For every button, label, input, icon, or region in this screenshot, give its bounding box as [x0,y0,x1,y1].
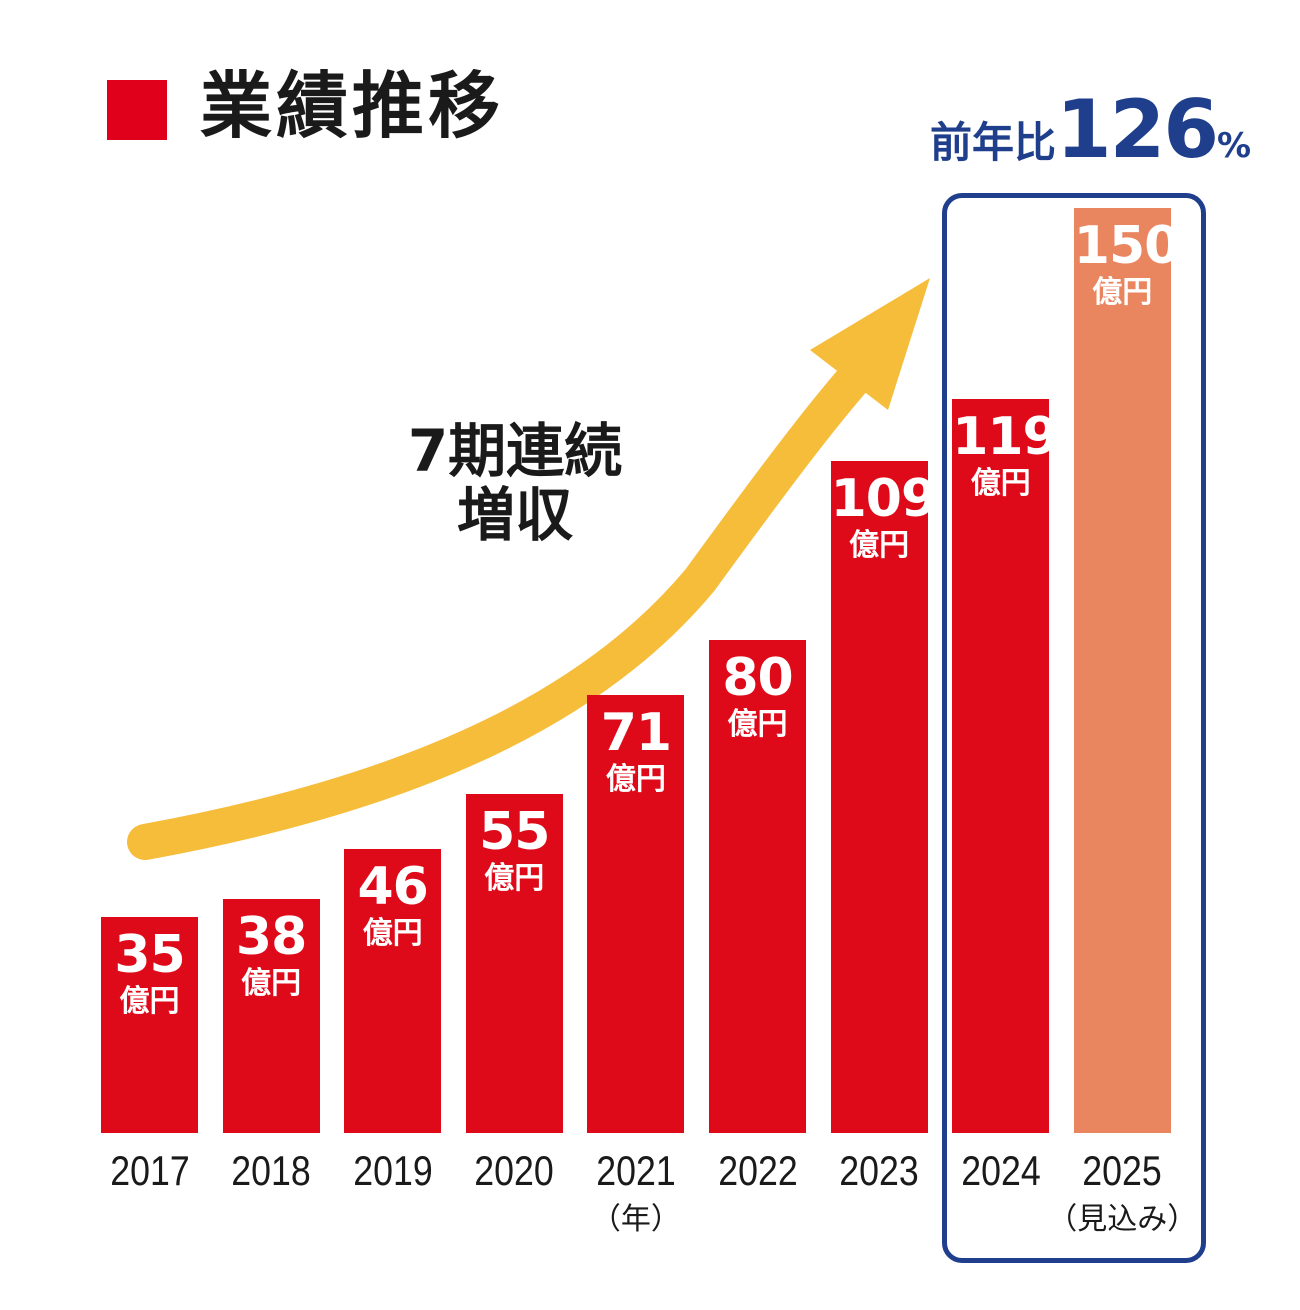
bar-value-label: 119 [952,407,1059,468]
bar-2025: 150 億円 [1073,208,1181,1133]
bar-2017: 35 億円 [101,917,198,1133]
x-tick-label-2017: 2017 [109,1147,190,1194]
title-square-icon [107,80,167,140]
x-tick-label-2018: 2018 [231,1147,311,1194]
bar-unit-label: 億円 [727,706,788,742]
growth-annotation: 7期連続 増収 [395,417,635,549]
bar-value-label: 71 [600,703,672,764]
bar-2023: 109 億円 [830,460,938,1133]
x-tick-label-2021: 2021 [596,1147,676,1194]
x-tick-label-2023: 2023 [839,1147,919,1194]
bar-unit-label: 億円 [970,466,1031,502]
bar-2024: 119 億円 [952,399,1059,1133]
chart-title: 業績推移 [200,64,505,148]
bar-value-label: 46 [357,857,429,918]
growth-arrow-shaft [127,327,903,860]
bar-value-label: 109 [830,468,938,529]
bar-unit-label: 億円 [849,527,910,563]
bar-2022: 80 億円 [709,639,806,1133]
x-tick-label-2019: 2019 [352,1147,433,1194]
x-tick-note-2025: （見込み） [1047,1202,1198,1237]
bar-value-label: 35 [114,925,185,986]
bar-2020: 55 億円 [465,793,563,1133]
bar-2018: 38 億円 [222,898,320,1133]
bar-unit-label: 億円 [241,965,302,1001]
growth-arrow-head [810,278,930,410]
yoy-value: 126 [1056,83,1219,176]
x-tick-label-2020: 2020 [474,1147,555,1194]
bar-unit-label: 億円 [362,916,423,952]
yoy-label: 前年比 [930,118,1057,167]
annotation-line-1: 7期連続 [407,417,623,485]
yoy-callout: 前年比126% [930,90,1251,170]
x-tick-label-2024: 2024 [960,1147,1041,1194]
highlight-box [942,193,1206,1263]
bar-value-label: 38 [235,906,307,967]
bar-value-label: 80 [722,647,793,708]
bar-2019: 46 億円 [344,849,442,1133]
x-tick-label-2022: 2022 [717,1147,798,1194]
yoy-unit: % [1217,126,1252,166]
bar-value-label: 55 [479,801,550,862]
x-tick-note-2021: （年） [590,1202,681,1237]
bar-unit-label: 億円 [1092,275,1153,310]
x-tick-label-2025: 2025 [1082,1147,1163,1194]
bar-unit-label: 億円 [484,860,545,896]
bar-unit-label: 億円 [605,762,666,798]
bar-unit-label: 億円 [119,984,180,1020]
annotation-line-2: 増収 [456,480,573,549]
bar-2021: 71 億円 [587,695,685,1133]
bar-value-label: 150 [1073,216,1181,276]
